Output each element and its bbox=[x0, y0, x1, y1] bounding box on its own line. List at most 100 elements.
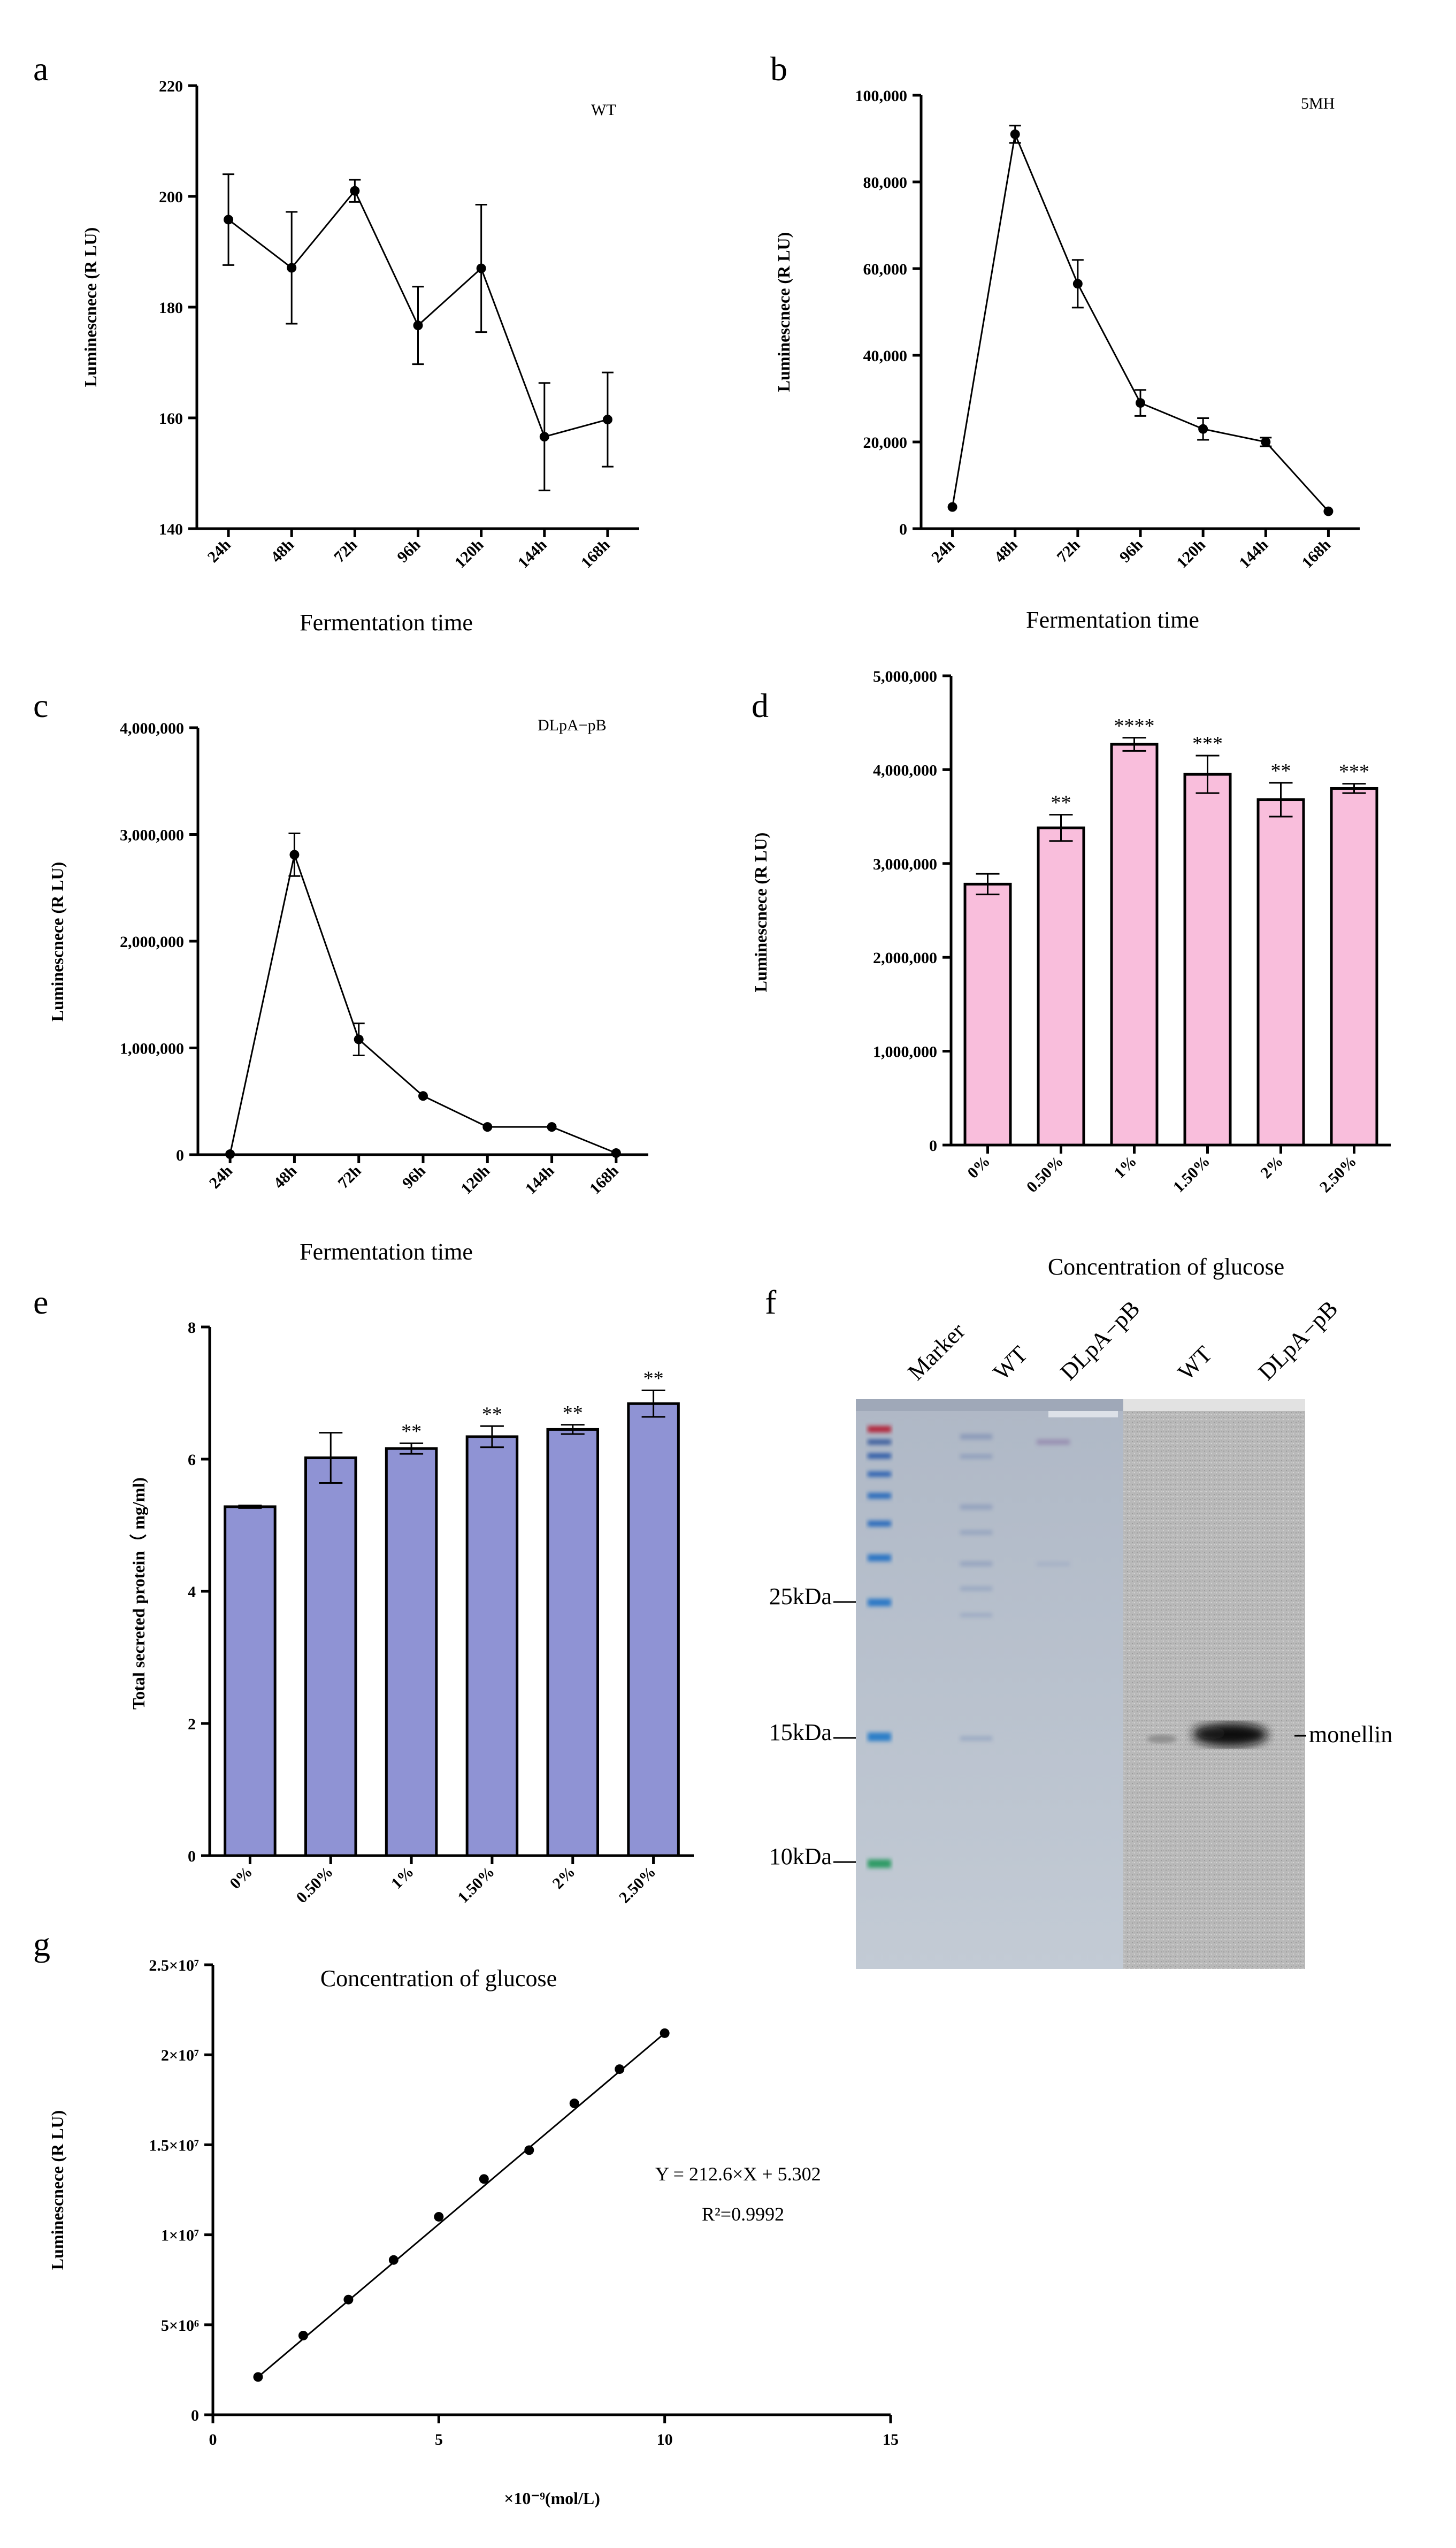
bar bbox=[465, 1435, 519, 1857]
y-tick-label: 100,000 bbox=[855, 87, 908, 105]
x-tick-label: 1% bbox=[1110, 1153, 1140, 1182]
panel-g: g 0 5×10⁶ 1×10⁷ 1.5×10⁷ 2×10⁷ 2.5×10⁷ 0 5 10 15 Y… bbox=[33, 1925, 899, 2508]
y-tick-label: 2 bbox=[188, 1715, 196, 1733]
panel-letter-f: f bbox=[765, 1283, 777, 1321]
x-tick-label: 24h bbox=[204, 536, 235, 566]
data-point bbox=[1072, 279, 1083, 289]
x-tick-label: 1.50% bbox=[454, 1863, 498, 1907]
x-tick-label: 0% bbox=[226, 1863, 256, 1893]
marker-size-25kda: 25kDa bbox=[769, 1583, 832, 1609]
x-tick-label: 48h bbox=[270, 1162, 301, 1192]
data-point bbox=[476, 263, 486, 273]
chart-c-tag: DLpA−pB bbox=[538, 716, 607, 734]
y-tick-label: 0 bbox=[899, 521, 907, 538]
data-point bbox=[1136, 398, 1145, 408]
data-point bbox=[660, 2028, 670, 2038]
x-tick-label: 96h bbox=[394, 536, 424, 566]
chart-b-plot: 0 20,000 40,000 60,000 80,000 100,000 24h 48h 72… bbox=[855, 87, 1360, 572]
gel-lane-label-wt-2: WT bbox=[1173, 1341, 1217, 1385]
data-point bbox=[611, 1148, 621, 1158]
panel-c: c 0 1,000,000 2,000,000 3,000,000 4,000,000 2… bbox=[33, 686, 648, 1265]
fit-line bbox=[257, 2032, 665, 2378]
y-tick-label: 160 bbox=[159, 410, 183, 428]
significance-label: ** bbox=[1271, 760, 1291, 782]
gel-lane-label-dlpa-1: DLpA−pB bbox=[1055, 1295, 1145, 1385]
bar bbox=[627, 1402, 680, 1857]
panel-letter-g: g bbox=[33, 1925, 50, 1963]
bar bbox=[1330, 787, 1378, 1147]
data-point bbox=[524, 2145, 534, 2155]
chart-a-ylabel: Luminescnece (R LU) bbox=[81, 227, 100, 387]
chart-g-ylabel: Luminescnece (R LU) bbox=[48, 2110, 67, 2270]
x-tick-label: 5 bbox=[435, 2431, 443, 2448]
panel-letter-d: d bbox=[752, 686, 769, 724]
x-tick-label: 15 bbox=[883, 2431, 899, 2448]
x-tick-label: 72h bbox=[1053, 536, 1084, 566]
bar bbox=[1183, 773, 1232, 1147]
data-point bbox=[615, 2064, 625, 2074]
x-tick-label: 120h bbox=[451, 536, 487, 571]
panel-letter-c: c bbox=[33, 686, 48, 724]
y-tick-label: 2.5×10⁷ bbox=[149, 1957, 199, 1974]
panel-e: e 0 2 4 6 8 0% 0.50% 1% 1.50% 2% 2.50% ** ** ** ** Tot… bbox=[33, 1283, 694, 1992]
data-point bbox=[602, 415, 612, 425]
y-tick-label: 140 bbox=[159, 521, 183, 538]
y-tick-label: 5,000,000 bbox=[873, 668, 937, 685]
data-point bbox=[388, 2255, 399, 2265]
y-tick-label: 3,000,000 bbox=[873, 856, 937, 873]
data-point bbox=[1198, 424, 1208, 434]
chart-g-xlabel: ×10⁻⁹(mol/L) bbox=[504, 2489, 600, 2508]
data-point bbox=[287, 263, 297, 273]
data-point bbox=[947, 502, 957, 512]
x-tick-label: 0 bbox=[209, 2431, 217, 2448]
y-tick-label: 3,000,000 bbox=[120, 827, 184, 844]
data-point bbox=[1323, 506, 1334, 516]
y-tick-label: 0 bbox=[929, 1137, 937, 1155]
bar bbox=[963, 882, 1012, 1147]
y-tick-label: 5×10⁶ bbox=[161, 2317, 199, 2335]
x-tick-label: 0.50% bbox=[1023, 1153, 1067, 1196]
y-tick-label: 8 bbox=[188, 1319, 196, 1337]
x-tick-label: 0% bbox=[964, 1153, 993, 1182]
monellin-label: monellin bbox=[1309, 1721, 1392, 1748]
chart-e-xlabel: Concentration of glucose bbox=[320, 1965, 557, 1992]
panel-b: b 0 20,000 40,000 60,000 80,000 100,000 24h 48h… bbox=[770, 50, 1360, 633]
data-point bbox=[350, 186, 360, 196]
wt-lane-bands bbox=[960, 1434, 992, 1741]
data-point bbox=[434, 2211, 444, 2222]
y-tick-label: 200 bbox=[159, 188, 183, 206]
marker-size-15kda: 15kDa bbox=[769, 1719, 832, 1745]
gel-lane-label-marker: Marker bbox=[902, 1318, 970, 1385]
series-line bbox=[952, 131, 1329, 512]
gel-lane-label-dlpa-2: DLpA−pB bbox=[1253, 1295, 1343, 1385]
data-point bbox=[418, 1091, 428, 1101]
coomassie-gel bbox=[856, 1399, 1123, 1969]
bar bbox=[546, 1428, 600, 1857]
bar bbox=[1256, 798, 1305, 1147]
y-tick-label: 0 bbox=[176, 1147, 184, 1164]
x-tick-label: 144h bbox=[515, 536, 550, 571]
chart-c-xlabel: Fermentation time bbox=[300, 1239, 473, 1265]
y-tick-label: 2,000,000 bbox=[120, 933, 184, 951]
data-point bbox=[253, 2372, 263, 2382]
x-tick-label: 144h bbox=[522, 1162, 558, 1197]
x-tick-label: 120h bbox=[457, 1162, 493, 1197]
x-tick-label: 48h bbox=[991, 536, 1021, 566]
x-tick-label: 96h bbox=[399, 1162, 430, 1192]
chart-a-plot: 140 160 180 200 220 24h 48h 72h 96h 120h 144h 168h bbox=[159, 78, 639, 572]
series-line bbox=[229, 851, 617, 1155]
x-tick-label: 24h bbox=[206, 1162, 236, 1192]
significance-label: ** bbox=[482, 1403, 502, 1425]
significance-label: ** bbox=[401, 1420, 422, 1443]
significance-label: ** bbox=[643, 1368, 664, 1390]
y-tick-label: 2×10⁷ bbox=[161, 2047, 199, 2064]
chart-e-ylabel: Total secreted protein（ mg/ml) bbox=[129, 1477, 148, 1710]
y-tick-label: 40,000 bbox=[863, 347, 908, 365]
panel-letter-e: e bbox=[33, 1283, 48, 1321]
well-highlight bbox=[1048, 1411, 1118, 1417]
data-point bbox=[1010, 129, 1020, 139]
bar bbox=[224, 1505, 277, 1857]
chart-a-xlabel: Fermentation time bbox=[300, 609, 473, 636]
x-tick-label: 2% bbox=[549, 1863, 579, 1893]
